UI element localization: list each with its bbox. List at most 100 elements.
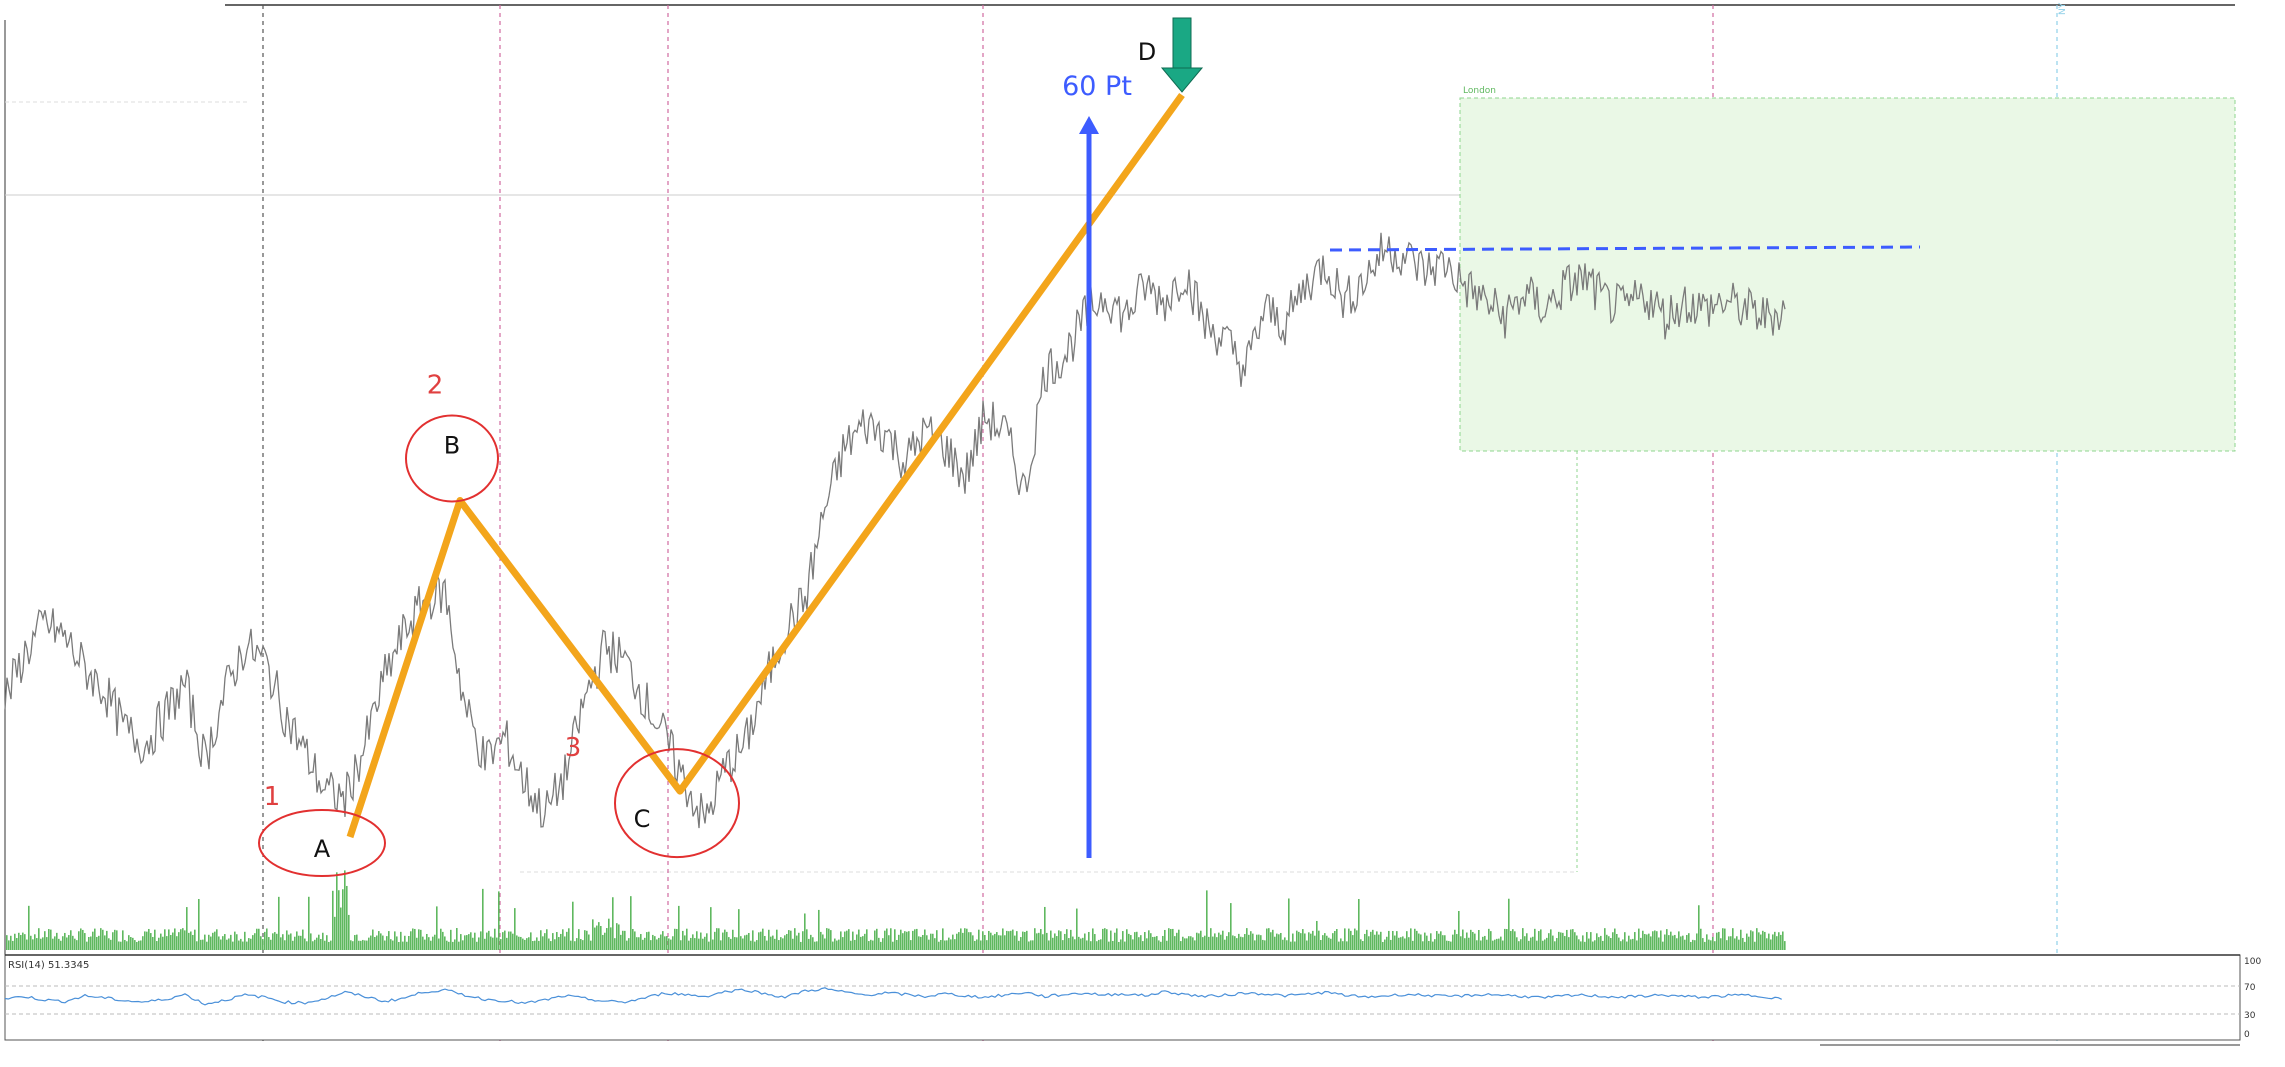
volume-bar bbox=[648, 931, 650, 950]
volume-bar bbox=[840, 931, 842, 950]
volume-bar bbox=[18, 932, 20, 950]
volume-bar bbox=[68, 935, 70, 950]
volume-bar bbox=[1052, 937, 1054, 950]
volume-bar bbox=[322, 932, 324, 950]
volume-bar bbox=[1102, 928, 1104, 950]
volume-bar bbox=[810, 934, 812, 950]
volume-bar bbox=[1090, 941, 1092, 950]
volume-bar bbox=[912, 930, 914, 950]
target-arrow-head bbox=[1160, 67, 1204, 93]
volume-bar bbox=[1282, 939, 1284, 950]
volume-bar bbox=[1590, 932, 1592, 950]
volume-bar bbox=[104, 935, 106, 950]
volume-bar bbox=[1120, 939, 1122, 950]
volume-bar bbox=[130, 937, 132, 950]
volume-bar bbox=[612, 897, 614, 950]
volume-bar bbox=[1076, 908, 1078, 950]
volume-bar bbox=[118, 941, 120, 950]
volume-bar bbox=[540, 930, 542, 950]
volume-bar bbox=[1198, 933, 1200, 950]
volume-bar bbox=[160, 933, 162, 950]
volume-bar bbox=[306, 941, 308, 950]
volume-bar bbox=[466, 935, 468, 950]
volume-bar bbox=[550, 941, 552, 950]
volume-bar bbox=[836, 940, 838, 950]
volume-bar bbox=[78, 931, 80, 950]
volume-bar bbox=[1226, 936, 1228, 950]
volume-bar bbox=[330, 940, 332, 950]
volume-bar bbox=[1700, 928, 1702, 950]
volume-bar bbox=[1132, 939, 1134, 950]
volume-bar bbox=[1734, 938, 1736, 950]
volume-bar bbox=[360, 940, 362, 950]
volume-bar bbox=[1434, 939, 1436, 950]
volume-bar bbox=[1562, 932, 1564, 950]
volume-bar bbox=[870, 939, 872, 950]
volume-bar bbox=[134, 940, 136, 950]
volume-bar bbox=[72, 935, 74, 950]
volume-bar bbox=[1084, 933, 1086, 950]
volume-bar bbox=[1034, 928, 1036, 950]
volume-bar bbox=[890, 928, 892, 950]
volume-bar bbox=[1408, 937, 1410, 950]
volume-bar bbox=[422, 936, 424, 950]
volume-bar bbox=[1726, 940, 1728, 950]
volume-bar bbox=[678, 905, 680, 950]
volume-bar bbox=[1686, 934, 1688, 950]
volume-bar bbox=[734, 937, 736, 950]
volume-bar bbox=[948, 937, 950, 950]
volume-bar bbox=[822, 934, 824, 950]
volume-bar bbox=[716, 928, 718, 950]
volume-bar bbox=[1382, 941, 1384, 950]
rsi-panel bbox=[4, 954, 2241, 1041]
volume-bar bbox=[66, 937, 68, 950]
volume-bar bbox=[1010, 930, 1012, 950]
volume-bar bbox=[228, 938, 230, 950]
volume-bar bbox=[1688, 933, 1690, 950]
volume-bar bbox=[976, 939, 978, 950]
volume-bar bbox=[1110, 930, 1112, 950]
volume-bar bbox=[1482, 936, 1484, 950]
volume-bar bbox=[208, 934, 210, 950]
volume-bar bbox=[1470, 929, 1472, 950]
volume-bar bbox=[1620, 941, 1622, 950]
range-arrow-head bbox=[1079, 116, 1099, 134]
volume-bar bbox=[1644, 934, 1646, 950]
volume-bar bbox=[120, 941, 122, 950]
volume-bar bbox=[606, 928, 608, 950]
volume-bar bbox=[226, 939, 228, 950]
volume-bar bbox=[1380, 931, 1382, 950]
volume-bar bbox=[1192, 937, 1194, 950]
volume-bar bbox=[1520, 939, 1522, 950]
volume-bar bbox=[960, 928, 962, 950]
volume-bar bbox=[1402, 936, 1404, 950]
volume-bar bbox=[632, 928, 634, 950]
volume-bar bbox=[766, 940, 768, 950]
volume-bar bbox=[1728, 936, 1730, 950]
volume-bar bbox=[936, 930, 938, 950]
volume-bar bbox=[408, 935, 410, 950]
volume-bar bbox=[970, 932, 972, 950]
volume-bar bbox=[1354, 928, 1356, 950]
volume-bar bbox=[1538, 931, 1540, 950]
volume-bar bbox=[664, 936, 666, 950]
volume-bar bbox=[1392, 930, 1394, 950]
volume-bar bbox=[570, 940, 572, 950]
volume-bar bbox=[488, 930, 490, 950]
volume-bar bbox=[1242, 937, 1244, 950]
volume-bar bbox=[928, 939, 930, 950]
volume-bar bbox=[248, 938, 250, 950]
volume-bar bbox=[1462, 929, 1464, 950]
volume-bar bbox=[1100, 939, 1102, 950]
volume-bar bbox=[1778, 932, 1780, 950]
volume-bar bbox=[1738, 939, 1740, 950]
volume-bar bbox=[1396, 931, 1398, 950]
volume-bar bbox=[1154, 936, 1156, 950]
volume-bar bbox=[510, 931, 512, 950]
volume-bar bbox=[1094, 934, 1096, 950]
volume-bar bbox=[1564, 936, 1566, 950]
volume-bar bbox=[38, 928, 40, 950]
volume-bar bbox=[34, 934, 36, 950]
volume-bar bbox=[748, 932, 750, 950]
volume-bar bbox=[1446, 940, 1448, 950]
